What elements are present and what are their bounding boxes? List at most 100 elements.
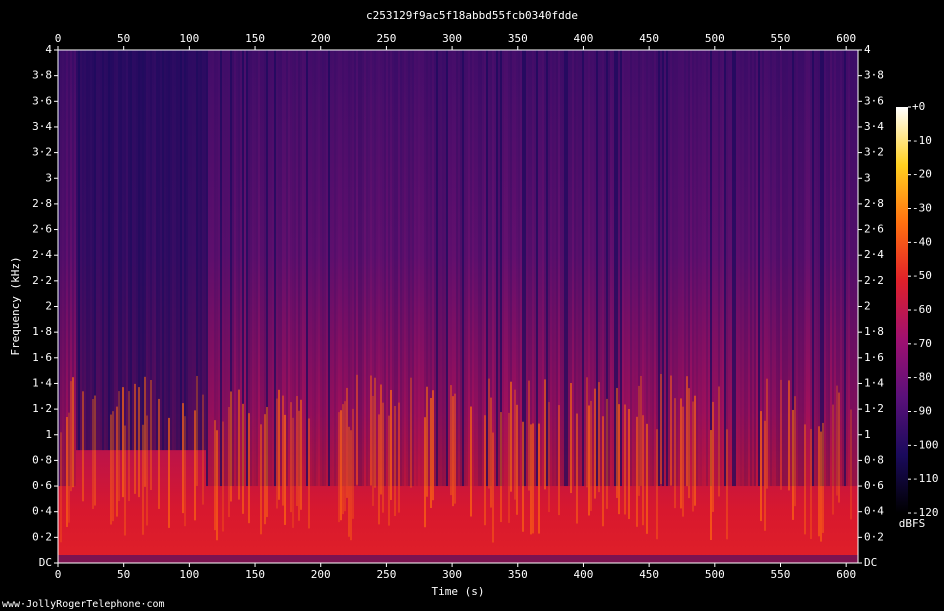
spectrogram-column — [606, 398, 608, 509]
spectrogram-column — [186, 50, 188, 451]
spectrogram-column — [702, 50, 704, 487]
spectrogram-column — [778, 50, 780, 487]
spectrogram-column — [792, 50, 794, 487]
spectrogram-column — [346, 387, 348, 498]
spectrogram-column — [168, 417, 170, 528]
spectrogram-column — [216, 50, 218, 487]
spectrogram-column — [394, 50, 396, 487]
spectrogram-column — [200, 50, 202, 451]
spectrogram-column — [182, 403, 184, 514]
spectrogram-column — [738, 50, 740, 487]
spectrogram-column — [194, 410, 196, 521]
x-tick-label: 600 — [836, 32, 856, 45]
spectrogram-column — [586, 50, 588, 487]
spectrogram-column — [458, 50, 460, 487]
spectrogram-column — [108, 50, 110, 451]
x-tick-label: 550 — [771, 32, 791, 45]
y-axis-label: Frequency (kHz) — [9, 256, 22, 355]
spectrogram-column — [620, 50, 622, 487]
x-tick-label: 200 — [311, 568, 331, 581]
spectrogram-column — [344, 401, 346, 512]
spectrogram-column — [290, 402, 292, 513]
spectrogram-column — [382, 402, 384, 513]
spectrogram-column — [450, 50, 452, 487]
spectrogram-column — [544, 50, 546, 487]
spectrogram-column — [144, 50, 146, 451]
spectrogram-column — [148, 50, 150, 451]
spectrogram-column — [642, 50, 644, 487]
spectrogram-column — [822, 50, 824, 487]
spectrogram-column — [638, 385, 640, 496]
spectrogram-column — [684, 50, 686, 487]
spectrogram-column — [202, 50, 204, 451]
spectrogram-column — [286, 50, 288, 487]
spectrogram-column — [162, 50, 164, 451]
spectrogram-column — [98, 50, 100, 451]
spectrogram-column — [314, 50, 316, 487]
spectrogram-column — [138, 50, 140, 451]
spectrogram-column — [668, 50, 670, 487]
spectrogram-column — [420, 50, 422, 487]
spectrogram-column — [228, 406, 230, 517]
spectrogram-column — [598, 382, 600, 493]
spectrogram-column — [442, 50, 444, 487]
spectrogram-column — [388, 415, 390, 526]
spectrogram-column — [428, 50, 430, 487]
spectrogram-column — [678, 50, 680, 487]
spectrogram-column — [654, 50, 656, 487]
spectrogram-column — [676, 50, 678, 487]
spectrogram-column — [736, 50, 738, 487]
spectrogram-column — [94, 50, 96, 451]
spectrogram-column — [84, 50, 86, 451]
spectrogram-column — [132, 50, 134, 451]
spectrogram-column — [276, 398, 278, 509]
spectrogram-column — [824, 50, 826, 487]
spectrogram-column — [848, 50, 850, 487]
spectrogram-column — [520, 50, 522, 487]
spectrogram-column — [434, 50, 436, 487]
spectrogram-column — [110, 50, 112, 451]
spectrogram-column — [338, 50, 340, 487]
spectrogram-column — [430, 50, 432, 487]
spectrogram-column — [746, 50, 748, 487]
spectrogram-column — [464, 50, 466, 487]
x-tick-label: 200 — [311, 32, 331, 45]
spectrogram-column — [88, 50, 90, 451]
spectrogram-column — [504, 50, 506, 487]
spectrogram-column — [826, 50, 828, 487]
spectrogram-column — [692, 50, 694, 487]
spectrogram-column — [244, 50, 246, 487]
spectrogram-column — [492, 50, 494, 487]
spectrogram-column — [202, 394, 204, 505]
colorbar-tick-label: -110 — [912, 472, 939, 485]
spectrogram-column — [310, 50, 312, 487]
footer: www·JollyRogerTelephone·com — [2, 599, 165, 610]
spectrogram-column — [646, 50, 648, 487]
x-tick-label: 500 — [705, 32, 725, 45]
spectrogram-column — [398, 402, 400, 513]
spectrogram-column — [806, 50, 808, 487]
spectrogram-column — [380, 384, 382, 495]
spectrogram-column — [502, 50, 504, 487]
x-tick-label: 100 — [179, 32, 199, 45]
spectrogram-column — [610, 50, 612, 487]
y-tick-label: DC — [864, 556, 877, 569]
spectrogram-column — [650, 50, 652, 487]
spectrogram-column — [66, 50, 68, 487]
spectrogram-column — [254, 50, 256, 487]
spectrogram-column — [214, 50, 216, 487]
spectrogram-column — [76, 50, 78, 451]
spectrogram-column — [500, 412, 502, 523]
spectrogram-column — [300, 399, 302, 510]
spectrogram-column — [568, 50, 570, 487]
spectrogram-column — [402, 50, 404, 487]
spectrogram-column — [804, 50, 806, 487]
spectrogram-column — [810, 429, 812, 540]
spectrogram-column — [576, 413, 578, 524]
spectrogram-column — [572, 50, 574, 487]
spectrogram-column — [624, 50, 626, 487]
spectrogram-column — [836, 50, 838, 487]
spectrogram-column — [570, 383, 572, 494]
spectrogram-column — [332, 50, 334, 487]
y-tick-label: 2·8 — [32, 197, 52, 210]
